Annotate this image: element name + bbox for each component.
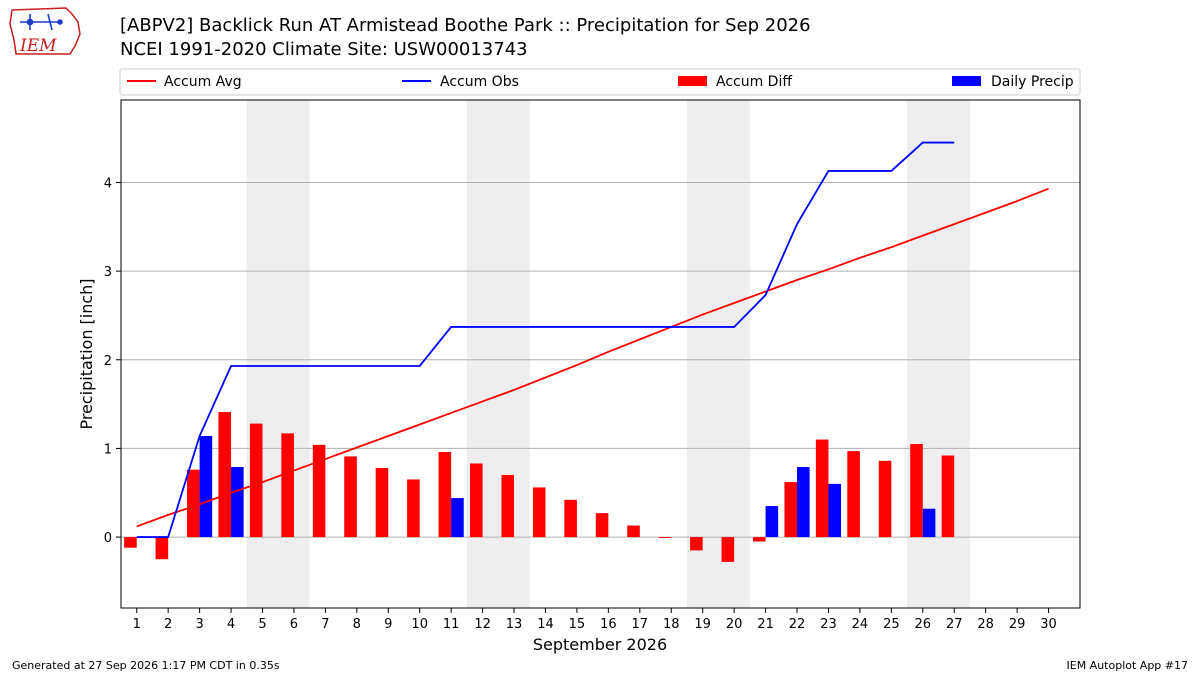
iowa-outline-icon — [9, 7, 81, 55]
accum-diff-bar — [721, 537, 735, 562]
accum-avg-line — [136, 187, 1049, 528]
daily-precip-bar — [828, 483, 842, 538]
legend-label-daily-precip: Daily Precip — [991, 74, 1074, 90]
legend-label-accum-avg: Accum Avg — [164, 74, 242, 90]
daily-precip-bar — [199, 436, 213, 538]
chart-subtitle: NCEI 1991-2020 Climate Site: USW00013743 — [120, 39, 528, 60]
logo-text: IEM — [19, 36, 57, 56]
accum-diff-bar — [470, 463, 483, 538]
x-tick-label: 2 — [164, 617, 172, 632]
daily-precip-bar — [797, 467, 810, 538]
x-axis-label: September 2026 — [533, 635, 667, 654]
x-tick-label: 3 — [195, 617, 203, 632]
x-tick-label: 28 — [977, 617, 994, 632]
x-tick-label: 23 — [820, 617, 837, 632]
daily-precip-bar — [922, 508, 936, 538]
accum-diff-bar — [375, 467, 389, 538]
x-tick-label: 22 — [789, 617, 806, 632]
plot-frame — [120, 99, 1081, 609]
weekend-band — [686, 100, 750, 608]
x-tick-label: 5 — [258, 617, 266, 632]
daily-precip-bar — [451, 498, 464, 538]
daily-precip-bar — [231, 467, 244, 538]
accum-diff-bar — [690, 537, 703, 551]
accum-diff-bar — [784, 482, 798, 538]
y-axis-label: Precipitation [inch] — [77, 278, 96, 429]
accum-diff-bar — [627, 525, 640, 538]
x-tick-label: 10 — [411, 617, 428, 632]
accum-diff-bar — [501, 475, 515, 538]
accum-diff-bar — [532, 487, 546, 538]
x-tick-label: 16 — [600, 617, 617, 632]
y-axis-ticks: 0 1 2 3 4 — [104, 176, 121, 546]
accum-diff-bar — [187, 469, 200, 538]
x-tick-label: 18 — [663, 617, 680, 632]
line-series — [136, 141, 1049, 538]
iem-logo: IEM — [9, 7, 81, 56]
accum-diff-bar — [847, 451, 860, 538]
accum-obs-line — [136, 141, 955, 538]
x-tick-label: 9 — [384, 617, 392, 632]
legend-label-accum-obs: Accum Obs — [440, 74, 519, 90]
accum-diff-bar — [878, 460, 892, 538]
x-tick-label: 12 — [474, 617, 491, 632]
weather-station-icon — [20, 13, 63, 31]
x-tick-label: 6 — [290, 617, 298, 632]
accum-diff-bar — [910, 443, 923, 538]
x-tick-label: 14 — [537, 617, 554, 632]
accum-diff-bar — [249, 423, 263, 538]
chart-title: [ABPV2] Backlick Run AT Armistead Boothe… — [120, 15, 811, 36]
accum-diff-bar — [438, 451, 452, 538]
accum-diff-bar — [218, 412, 232, 538]
accum-diff-bar — [941, 455, 955, 538]
daily-precip-bar — [765, 506, 779, 538]
x-tick-label: 21 — [757, 617, 774, 632]
x-tick-label: 7 — [321, 617, 329, 632]
accum-diff-bar — [407, 479, 420, 538]
accum-diff-bar — [155, 537, 169, 560]
legend-swatch-daily-precip — [952, 76, 981, 86]
accum-diff-bar — [312, 444, 326, 538]
x-tick-label: 19 — [694, 617, 711, 632]
y-tick-label: 4 — [104, 176, 112, 191]
y-tick-label: 3 — [104, 265, 112, 280]
x-tick-label: 25 — [883, 617, 900, 632]
x-tick-label: 13 — [506, 617, 523, 632]
legend-label-accum-diff: Accum Diff — [716, 74, 792, 90]
footer-app-id: IEM Autoplot App #17 — [1067, 659, 1189, 672]
y-tick-label: 0 — [104, 531, 112, 546]
accum-diff-bar — [124, 537, 137, 548]
x-tick-label: 30 — [1040, 617, 1057, 632]
x-tick-label: 11 — [443, 617, 460, 632]
legend-frame — [119, 68, 1081, 96]
x-tick-label: 15 — [569, 617, 586, 632]
accum-diff-bar — [595, 513, 609, 538]
bar-series — [124, 412, 955, 562]
x-tick-label: 24 — [852, 617, 869, 632]
accum-diff-bar — [344, 456, 357, 538]
legend-swatch-accum-diff — [678, 76, 707, 86]
accum-diff-bar — [658, 537, 672, 538]
x-tick-label: 8 — [353, 617, 361, 632]
y-tick-label: 2 — [104, 354, 112, 369]
accum-diff-bar — [564, 499, 577, 538]
x-axis-ticks: 1 2 3 4 5 6 7 8 9 10 11 12 13 14 15 16 17 18 19 20 21 22 23 24 2… — [133, 608, 1057, 632]
x-tick-label: 4 — [227, 617, 235, 632]
accum-diff-bar — [281, 433, 294, 538]
accum-diff-bar — [815, 439, 829, 538]
x-tick-label: 1 — [133, 617, 141, 632]
accum-diff-bar — [752, 537, 766, 542]
x-tick-label: 20 — [726, 617, 743, 632]
legend: Accum Avg Accum Obs Accum Diff Daily Pre… — [119, 68, 1081, 96]
x-tick-label: 27 — [946, 617, 963, 632]
x-tick-label: 17 — [632, 617, 649, 632]
x-tick-label: 29 — [1009, 617, 1026, 632]
footer-generated: Generated at 27 Sep 2026 1:17 PM CDT in … — [12, 659, 280, 672]
x-tick-label: 26 — [915, 617, 932, 632]
y-tick-label: 1 — [104, 442, 112, 457]
